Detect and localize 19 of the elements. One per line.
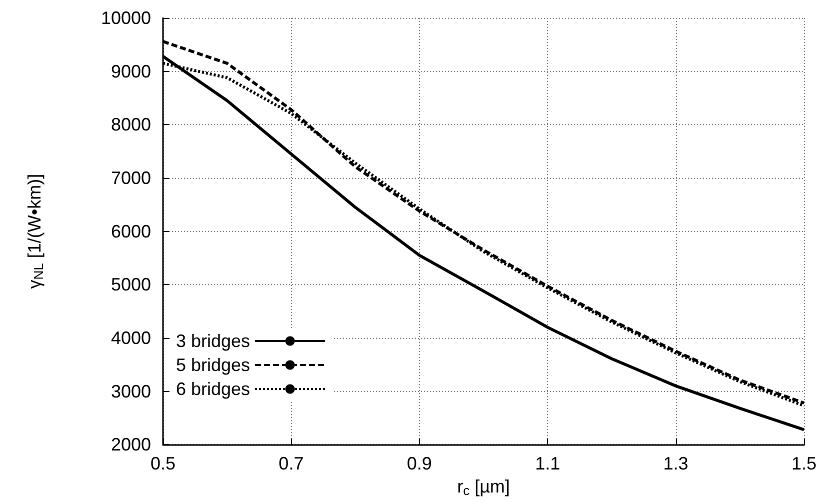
x-tick-label: 1.3 <box>663 454 688 474</box>
y-tick-label: 7000 <box>110 168 151 188</box>
legend-label: 5 bridges <box>176 355 250 375</box>
y-axis-title: γNL [1/(W•km)] <box>24 174 46 289</box>
legend-label: 6 bridges <box>176 379 250 399</box>
y-tick-label: 8000 <box>110 114 151 135</box>
y-tick-label: 4000 <box>110 328 151 348</box>
y-tick-label: 3000 <box>110 381 151 402</box>
x-tick-label: 0.7 <box>278 454 304 474</box>
x-tick-label: 1.5 <box>791 454 817 474</box>
x-tick-label: 1.1 <box>535 454 560 474</box>
y-tick-label: 5000 <box>110 274 151 295</box>
x-tick-label: 0.5 <box>150 454 176 474</box>
y-tick-label: 2000 <box>110 434 151 455</box>
y-tick-label: 10000 <box>100 8 151 28</box>
y-tick-label: 6000 <box>110 221 151 242</box>
legend-label: 3 bridges <box>176 331 250 351</box>
x-tick-label: 0.9 <box>406 454 432 474</box>
y-tick-label: 9000 <box>110 61 151 82</box>
